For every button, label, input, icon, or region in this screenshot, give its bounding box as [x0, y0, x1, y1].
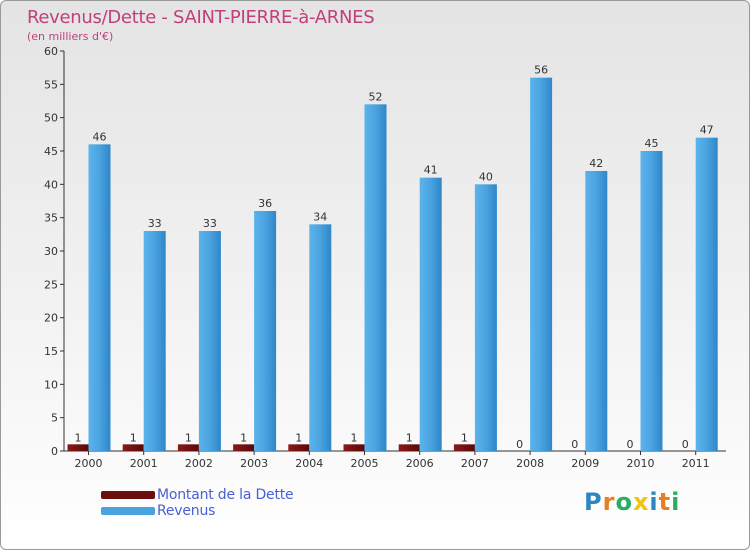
logo-letter: t [658, 488, 672, 516]
logo-letter: o [615, 488, 633, 516]
bar-revenus [143, 231, 166, 451]
logo-letter: r [602, 488, 616, 516]
x-tick-label: 2007 [461, 457, 489, 470]
data-label-revenus: 34 [313, 210, 327, 223]
data-label-revenus: 56 [534, 64, 548, 77]
x-tick-label: 2005 [351, 457, 379, 470]
data-label-revenus: 45 [645, 137, 659, 150]
x-tick-label: 2002 [185, 457, 213, 470]
bar-dette [288, 444, 310, 451]
x-tick-label: 2009 [571, 457, 599, 470]
data-label-dette: 1 [461, 431, 468, 444]
legend-label-dette: Montant de la Dette [157, 487, 294, 503]
bar-revenus [309, 224, 332, 451]
bar-revenus [198, 231, 221, 451]
bar-dette [67, 444, 89, 451]
y-tick-label: 0 [51, 445, 58, 458]
data-label-dette: 1 [351, 431, 358, 444]
data-label-dette: 0 [682, 438, 689, 451]
bar-dette [453, 444, 475, 451]
y-tick-label: 55 [44, 78, 58, 91]
bar-dette [122, 444, 144, 451]
logo-letter: i [671, 488, 681, 516]
bar-dette [343, 444, 365, 451]
bar-revenus [640, 151, 663, 451]
logo-letter: x [632, 488, 650, 516]
data-label-revenus: 33 [148, 217, 162, 230]
y-tick-label: 45 [44, 145, 58, 158]
x-tick-label: 2001 [130, 457, 158, 470]
y-tick-label: 20 [44, 312, 58, 325]
data-label-revenus: 46 [93, 130, 107, 143]
data-label-revenus: 52 [369, 90, 383, 103]
legend-swatch-revenus [101, 507, 155, 515]
logo-letter: P [584, 488, 603, 516]
bar-dette [233, 444, 255, 451]
data-label-revenus: 41 [424, 164, 438, 177]
logo-letter: i [649, 488, 659, 516]
y-tick-label: 10 [44, 378, 58, 391]
bar-revenus [695, 137, 718, 451]
y-tick-label: 30 [44, 245, 58, 258]
bar-revenus [88, 144, 111, 452]
legend-label-revenus: Revenus [157, 503, 216, 519]
data-label-revenus: 42 [589, 157, 603, 170]
data-label-dette: 1 [240, 431, 247, 444]
data-label-dette: 0 [627, 438, 634, 451]
x-tick-label: 2008 [516, 457, 544, 470]
data-label-dette: 1 [185, 431, 192, 444]
legend-swatch-dette [101, 491, 155, 499]
y-tick-label: 35 [44, 212, 58, 225]
bar-revenus [474, 184, 497, 452]
chart-title: Revenus/Dette - SAINT-PIERRE-à-ARNES [27, 7, 375, 28]
bar-revenus [419, 177, 442, 451]
y-tick-label: 40 [44, 178, 58, 191]
data-label-revenus: 40 [479, 170, 493, 183]
y-tick-label: 25 [44, 278, 58, 291]
data-label-dette: 1 [406, 431, 413, 444]
bar-revenus [364, 104, 387, 451]
bar-revenus [585, 171, 608, 451]
bar-dette [177, 444, 199, 451]
data-label-revenus: 33 [203, 217, 217, 230]
bar-revenus [530, 77, 553, 452]
bar-revenus [254, 211, 277, 451]
data-label-dette: 0 [516, 438, 523, 451]
bar-dette [398, 444, 420, 451]
data-label-dette: 0 [571, 438, 578, 451]
y-tick-label: 50 [44, 112, 58, 125]
data-label-revenus: 47 [700, 124, 714, 137]
x-tick-label: 2004 [295, 457, 323, 470]
x-tick-label: 2010 [627, 457, 655, 470]
proxiti-logo: Proxiti [584, 488, 680, 516]
data-label-dette: 1 [75, 431, 82, 444]
x-tick-label: 2003 [240, 457, 268, 470]
data-label-dette: 1 [295, 431, 302, 444]
data-label-dette: 1 [130, 431, 137, 444]
chart-subtitle: (en milliers d'€) [27, 30, 114, 43]
y-tick-label: 60 [44, 45, 58, 58]
data-label-revenus: 36 [258, 197, 272, 210]
x-tick-label: 2011 [682, 457, 710, 470]
x-tick-label: 2006 [406, 457, 434, 470]
y-tick-label: 15 [44, 345, 58, 358]
x-tick-label: 2000 [75, 457, 103, 470]
y-tick-label: 5 [51, 412, 58, 425]
